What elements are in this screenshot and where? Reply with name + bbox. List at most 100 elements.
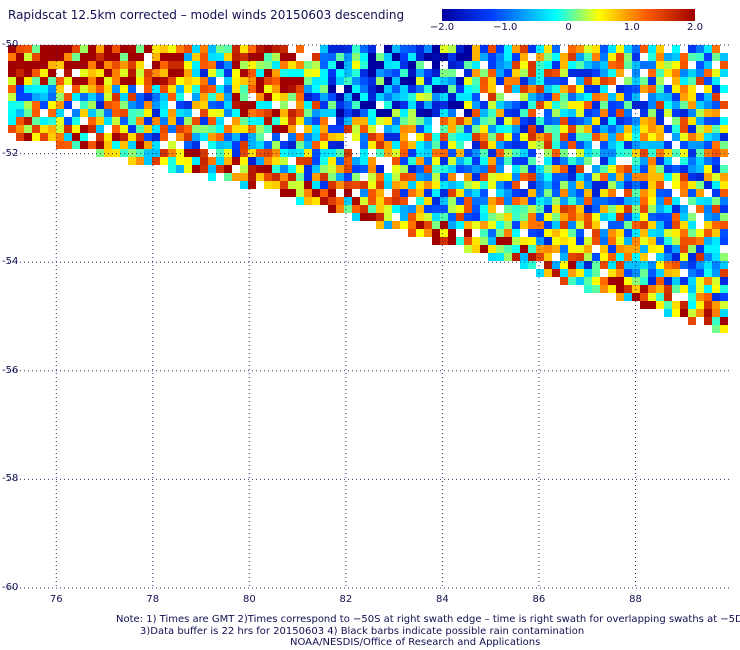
wind-cell bbox=[40, 61, 48, 69]
wind-cell bbox=[600, 189, 608, 197]
wind-cell bbox=[400, 125, 408, 133]
wind-cell bbox=[368, 85, 376, 93]
wind-cell bbox=[272, 117, 280, 125]
wind-cell bbox=[640, 141, 648, 149]
wind-cell bbox=[544, 189, 552, 197]
wind-cell bbox=[208, 165, 216, 173]
wind-cell bbox=[704, 317, 712, 325]
wind-cell bbox=[584, 157, 592, 165]
wind-cell bbox=[536, 165, 544, 173]
wind-cell bbox=[584, 221, 592, 229]
wind-cell bbox=[304, 181, 312, 189]
wind-cell bbox=[464, 197, 472, 205]
wind-cell bbox=[480, 213, 488, 221]
wind-cell bbox=[544, 269, 552, 277]
wind-cell bbox=[488, 109, 496, 117]
wind-cell bbox=[56, 125, 64, 133]
wind-cell bbox=[424, 197, 432, 205]
wind-cell bbox=[600, 157, 608, 165]
wind-cell bbox=[72, 109, 80, 117]
wind-cell bbox=[624, 173, 632, 181]
wind-cell bbox=[616, 173, 624, 181]
wind-cell bbox=[320, 181, 328, 189]
wind-cell bbox=[520, 61, 528, 69]
wind-cell bbox=[408, 125, 416, 133]
wind-cell bbox=[8, 69, 16, 77]
wind-cell bbox=[192, 157, 200, 165]
wind-cell bbox=[600, 117, 608, 125]
wind-cell bbox=[432, 221, 440, 229]
wind-cell bbox=[720, 213, 728, 221]
wind-cell bbox=[448, 77, 456, 85]
wind-cell bbox=[312, 53, 320, 61]
wind-cell bbox=[640, 117, 648, 125]
wind-cell bbox=[408, 149, 416, 157]
wind-cell bbox=[88, 45, 96, 53]
wind-cell bbox=[168, 141, 176, 149]
colorbar-tick: −2.0 bbox=[429, 22, 455, 33]
wind-cell bbox=[40, 101, 48, 109]
wind-cell bbox=[448, 237, 456, 245]
wind-cell bbox=[560, 237, 568, 245]
wind-cell bbox=[40, 133, 48, 141]
wind-cell bbox=[344, 93, 352, 101]
wind-cell bbox=[704, 237, 712, 245]
wind-cell bbox=[432, 93, 440, 101]
wind-cell bbox=[552, 141, 560, 149]
wind-cell bbox=[616, 141, 624, 149]
wind-cell bbox=[120, 125, 128, 133]
wind-cell bbox=[488, 229, 496, 237]
wind-cell bbox=[408, 205, 416, 213]
wind-cell bbox=[608, 141, 616, 149]
wind-cell bbox=[640, 61, 648, 69]
wind-cell bbox=[600, 77, 608, 85]
wind-cell bbox=[24, 93, 32, 101]
wind-cell bbox=[232, 61, 240, 69]
wind-cell bbox=[712, 149, 720, 157]
wind-cell bbox=[304, 101, 312, 109]
wind-cell bbox=[344, 61, 352, 69]
wind-cell bbox=[416, 117, 424, 125]
wind-cell bbox=[32, 77, 40, 85]
wind-cell bbox=[80, 125, 88, 133]
wind-cell bbox=[536, 101, 544, 109]
wind-cell bbox=[344, 181, 352, 189]
wind-cell bbox=[600, 141, 608, 149]
wind-cell bbox=[520, 93, 528, 101]
wind-cell bbox=[376, 69, 384, 77]
wind-cell bbox=[416, 133, 424, 141]
wind-cell bbox=[32, 109, 40, 117]
wind-cell bbox=[120, 85, 128, 93]
wind-cell bbox=[680, 309, 688, 317]
wind-cell bbox=[568, 269, 576, 277]
wind-cell bbox=[592, 261, 600, 269]
wind-cell bbox=[552, 109, 560, 117]
wind-cell bbox=[496, 157, 504, 165]
wind-cell bbox=[376, 173, 384, 181]
wind-cell bbox=[600, 197, 608, 205]
wind-cell bbox=[336, 149, 344, 157]
wind-cell bbox=[216, 141, 224, 149]
wind-cell bbox=[272, 85, 280, 93]
wind-cell bbox=[608, 117, 616, 125]
wind-cell bbox=[456, 45, 464, 53]
wind-cell bbox=[344, 189, 352, 197]
wind-cell bbox=[656, 221, 664, 229]
wind-cell bbox=[352, 101, 360, 109]
wind-cell bbox=[504, 189, 512, 197]
wind-cell bbox=[216, 117, 224, 125]
wind-cell bbox=[440, 197, 448, 205]
wind-cell bbox=[200, 45, 208, 53]
wind-cell bbox=[648, 101, 656, 109]
wind-cell bbox=[224, 109, 232, 117]
wind-cell bbox=[416, 45, 424, 53]
wind-cell bbox=[176, 149, 184, 157]
wind-cell bbox=[184, 77, 192, 85]
wind-cell bbox=[128, 157, 136, 165]
wind-cell bbox=[440, 53, 448, 61]
wind-cell bbox=[520, 117, 528, 125]
wind-cell bbox=[368, 117, 376, 125]
wind-cell bbox=[32, 93, 40, 101]
wind-cell bbox=[112, 53, 120, 61]
wind-cell bbox=[248, 109, 256, 117]
